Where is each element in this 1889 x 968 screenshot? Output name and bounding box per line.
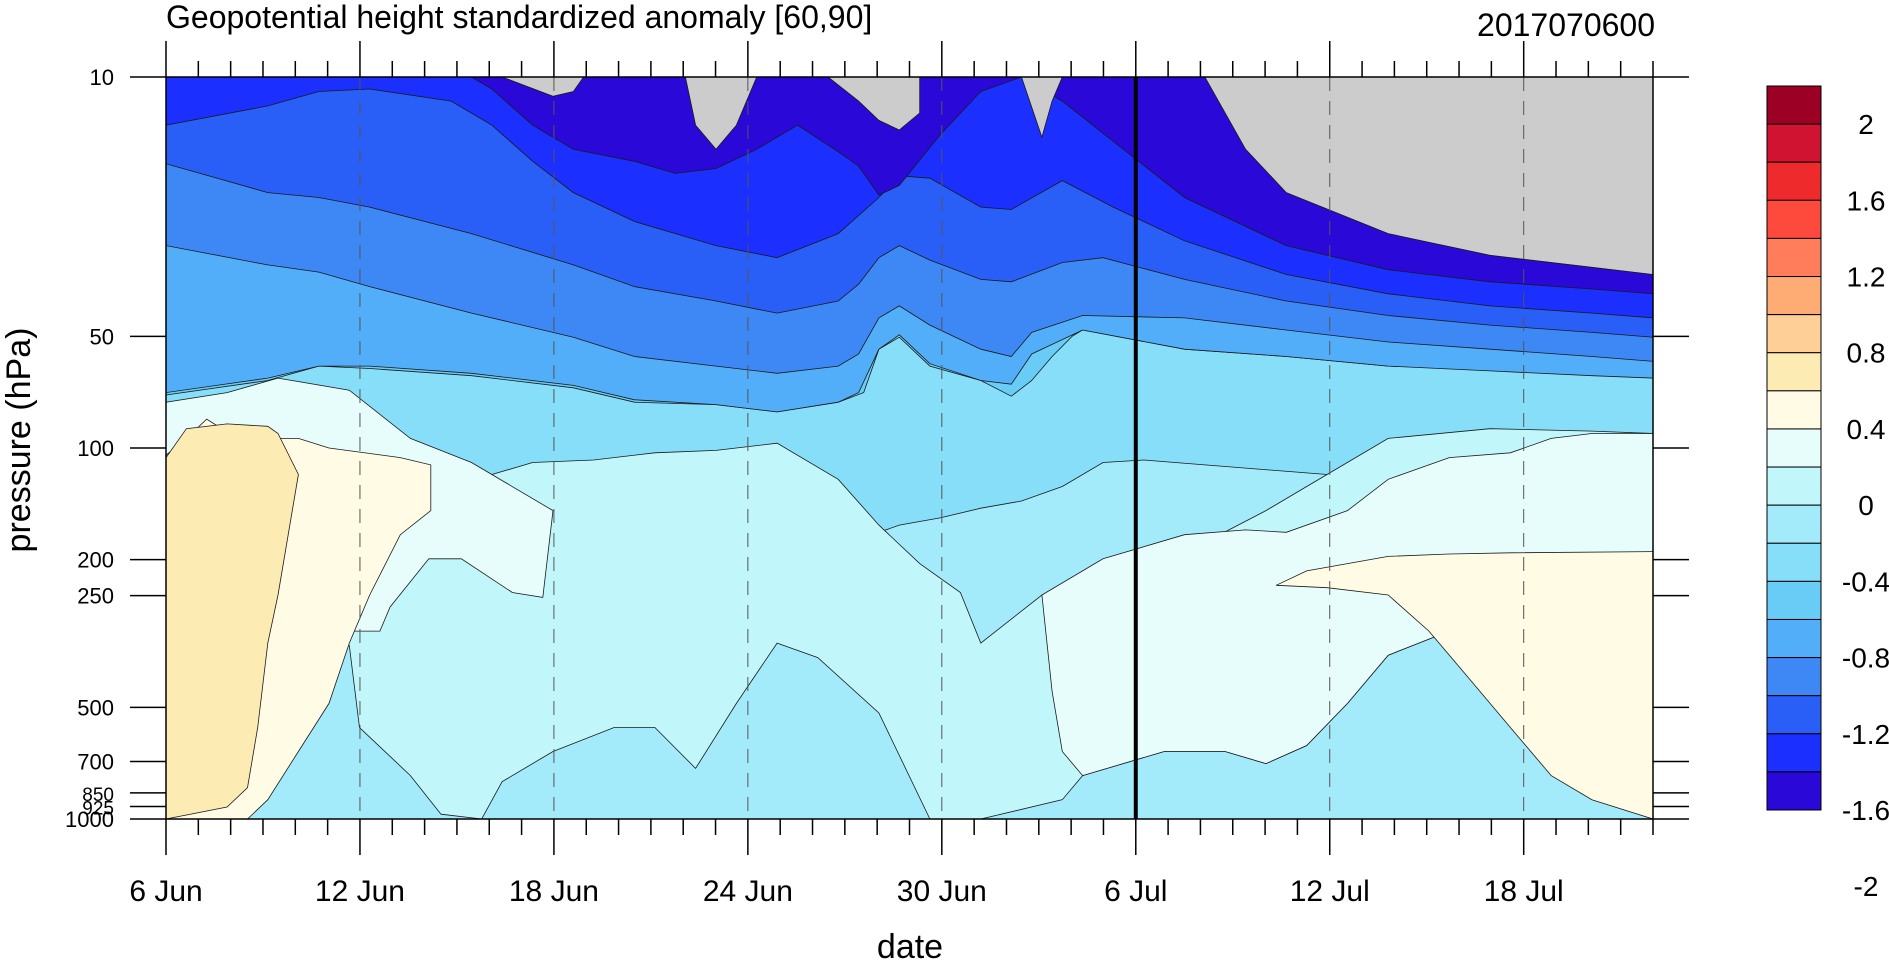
y-tick-label: 250 — [77, 584, 114, 609]
x-tick-label: 12 Jul — [1290, 875, 1370, 908]
x-axis-ticks: 6 Jun 12 Jun 18 Jun 24 Jun 30 Jun 6 Jul 12 Jul… — [129, 41, 1654, 908]
colorbar-box — [1766, 161, 1822, 201]
chart-title: Geopotential height standardized anomaly… — [166, 0, 872, 35]
x-tick-label: 18 Jul — [1484, 875, 1564, 908]
y-tick-label: 200 — [77, 548, 114, 573]
x-tick-label: 30 Jun — [897, 875, 987, 908]
colorbar-box — [1766, 390, 1822, 430]
y-tick-label: 700 — [77, 750, 114, 775]
colorbar-label: 1.2 — [1847, 262, 1886, 293]
colorbar-box — [1766, 695, 1822, 735]
colorbar-box — [1766, 733, 1822, 773]
chart-timestamp: 2017070600 — [1477, 7, 1655, 43]
x-axis-label: date — [877, 928, 943, 963]
x-tick-label: 12 Jun — [315, 875, 405, 908]
y-tick-label: 925 — [82, 798, 114, 819]
colorbar-box — [1766, 657, 1822, 697]
colorbar-box — [1766, 85, 1822, 125]
colorbar-label: -2 — [1854, 871, 1879, 902]
colorbar-label: -0.8 — [1842, 643, 1889, 674]
colorbar-label: 0 — [1858, 490, 1874, 521]
y-tick-label: 10 — [90, 65, 114, 90]
colorbar-box — [1766, 314, 1822, 354]
y-tick-label: 850 — [82, 785, 114, 806]
colorbar-box — [1766, 466, 1822, 506]
y-axis-label: pressure (hPa) — [0, 328, 38, 553]
colorbar-box — [1766, 580, 1822, 620]
colorbar-box — [1766, 542, 1822, 582]
contour-fields — [164, 76, 1654, 820]
y-tick-label: 1000 — [65, 807, 114, 832]
colorbar: 2 1.6 1.2 0.8 0.4 0 -0.4 -0.8 -1.2 -1.6 -2 — [1766, 85, 1889, 902]
plot-area: 6 Jun 12 Jun 18 Jun 24 Jun 30 Jun 6 Jul 12 Jul… — [65, 41, 1689, 908]
x-tick-label: 18 Jun — [509, 875, 599, 908]
colorbar-box — [1766, 237, 1822, 278]
colorbar-label: -1.6 — [1842, 795, 1889, 826]
x-tick-label: 6 Jul — [1104, 875, 1167, 908]
colorbar-box — [1766, 276, 1822, 316]
colorbar-box — [1766, 123, 1822, 163]
x-tick-label: 24 Jun — [703, 875, 793, 908]
colorbar-box — [1766, 199, 1822, 239]
colorbar-label: 2 — [1858, 109, 1874, 140]
y-tick-label: 500 — [77, 695, 114, 720]
x-tick-label: 6 Jun — [129, 875, 202, 908]
contour-region-8 — [165, 423, 299, 820]
colorbar-label: 0.8 — [1847, 338, 1886, 369]
colorbar-box — [1766, 428, 1822, 468]
colorbar-box — [1766, 352, 1822, 392]
colorbar-box — [1766, 504, 1822, 544]
contour-region-7 — [1276, 551, 1654, 820]
colorbar-box — [1766, 771, 1822, 811]
colorbar-label: -0.4 — [1842, 566, 1889, 597]
date-grid-lines — [359, 77, 1525, 819]
y-tick-label: 100 — [77, 436, 114, 461]
colorbar-label: 1.6 — [1847, 185, 1886, 216]
colorbar-label: -1.2 — [1842, 719, 1889, 750]
colorbar-box — [1766, 618, 1822, 659]
y-tick-label: 50 — [90, 324, 114, 349]
colorbar-label: 0.4 — [1847, 414, 1886, 445]
